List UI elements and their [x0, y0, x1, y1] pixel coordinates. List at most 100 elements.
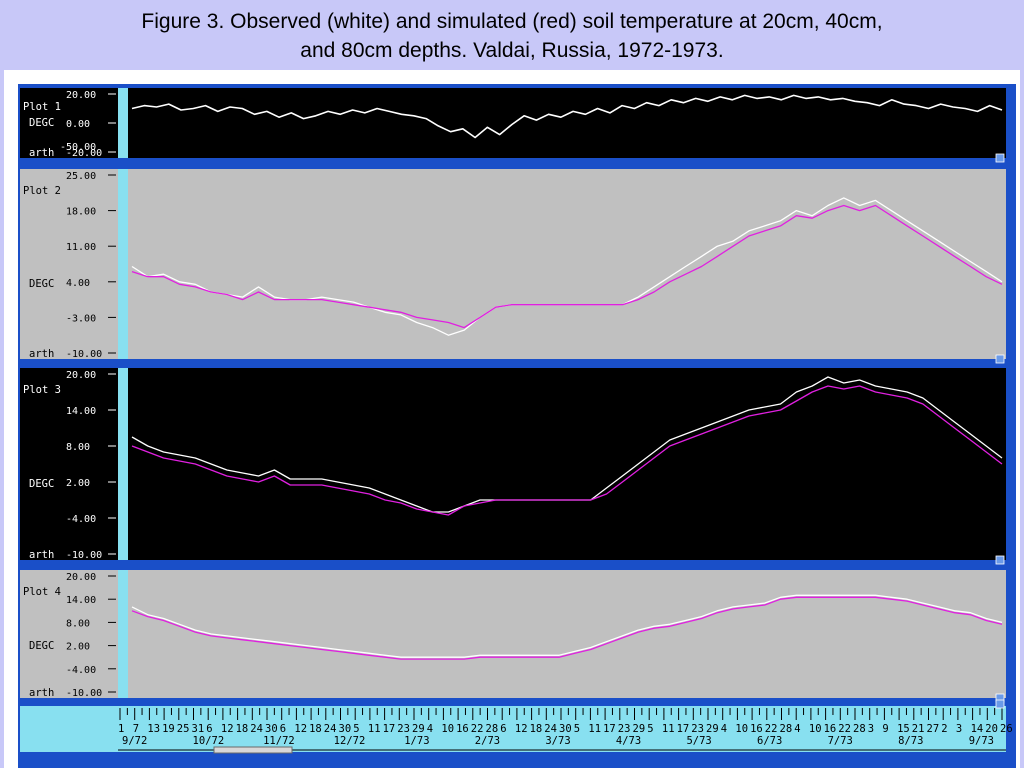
plot4-footer: arth — [29, 687, 54, 699]
plot2-name: Plot 2 — [23, 185, 61, 197]
plot3-cursor-strip[interactable] — [118, 368, 128, 560]
xaxis-day-label: 3 — [956, 723, 962, 735]
plot3-series-simulated — [131, 385, 1003, 516]
plot2-plot-area — [128, 169, 1006, 359]
xaxis-day-label: 18 — [530, 723, 543, 735]
xaxis-day-label: 5 — [574, 723, 580, 735]
plot2-ytick-label: 18.00 — [66, 207, 96, 218]
xaxis-month-label: 12/72 — [334, 735, 366, 747]
plot1-ytick-label: 0.00 — [66, 119, 90, 130]
xaxis-day-label: 7 — [133, 723, 139, 735]
plots-svg: Plot 1 DEGC arth 20.00 0.00 -20.00-50.00 Plot … — [20, 88, 1013, 754]
xaxis-day-label: 25 — [177, 723, 190, 735]
plot3-name: Plot 3 — [23, 384, 61, 396]
caption-line-1: Figure 3. Observed (white) and simulated… — [141, 10, 883, 33]
xaxis-day-label: 24 — [250, 723, 263, 735]
xaxis-day-label: 23 — [618, 723, 631, 735]
xaxis-day-label: 10 — [809, 723, 822, 735]
plot2-series-simulated — [131, 204, 1003, 329]
plot2-label-area — [20, 169, 118, 359]
xaxis-day-label: 27 — [927, 723, 940, 735]
xaxis-day-label: 30 — [265, 723, 278, 735]
xaxis-day-label: 31 — [192, 723, 205, 735]
xaxis-day-label: 2 — [941, 723, 947, 735]
plot3-ytick-label: 2.00 — [66, 478, 90, 489]
plot4-ytick-label: 20.00 — [66, 572, 96, 583]
xaxis-day-label: 6 — [206, 723, 212, 735]
xaxis-day-label: 28 — [486, 723, 499, 735]
plot2-ytick-label: -3.00 — [66, 313, 96, 324]
xaxis-day-label: 28 — [853, 723, 866, 735]
xaxis-day-label: 6 — [500, 723, 506, 735]
plot2-ytick-label: 4.00 — [66, 278, 90, 289]
xaxis-resize-handle[interactable] — [995, 699, 1005, 709]
plot4-series-simulated — [131, 596, 1003, 660]
plot4-name: Plot 4 — [23, 586, 61, 598]
xaxis-day-label: 28 — [780, 723, 793, 735]
plot3-ytick-label: 14.00 — [66, 406, 96, 417]
plot3-ytick-label: 8.00 — [66, 442, 90, 453]
xaxis-day-label: 3 — [868, 723, 874, 735]
xaxis-day-label: 4 — [427, 723, 433, 735]
xaxis-day-label: 22 — [765, 723, 778, 735]
plot4-series-observed — [131, 594, 1003, 658]
xaxis-label-area — [20, 706, 118, 752]
xaxis-month-label: 3/73 — [545, 735, 570, 747]
plot4-label-area — [20, 570, 118, 698]
xaxis-day-label: 16 — [750, 723, 763, 735]
xaxis-day-label: 4 — [721, 723, 727, 735]
plot4-units: DEGC — [29, 640, 54, 652]
xaxis-month-label: 9/73 — [969, 735, 994, 747]
xaxis-day-label: 18 — [236, 723, 249, 735]
xaxis-day-label: 11 — [368, 723, 381, 735]
xaxis-month-label: 10/72 — [193, 735, 225, 747]
xaxis-day-label: 11 — [588, 723, 601, 735]
xaxis-day-label: 16 — [456, 723, 469, 735]
xaxis-day-label: 15 — [897, 723, 910, 735]
plot3-footer: arth — [29, 549, 54, 561]
plot1-cursor-strip[interactable] — [118, 88, 128, 158]
plot4-cursor-strip[interactable] — [118, 570, 128, 698]
plot3-ytick-label: -10.00 — [66, 550, 102, 561]
plot3-label-area — [20, 368, 118, 560]
xaxis-day-label: 12 — [515, 723, 528, 735]
plot3-plot-area — [128, 368, 1006, 560]
plot3-resize-handle[interactable] — [995, 555, 1005, 565]
plot2-ytick-label: 11.00 — [66, 242, 96, 253]
xaxis-day-label: 17 — [383, 723, 396, 735]
xaxis-day-label: 30 — [339, 723, 352, 735]
xaxis-day-label: 17 — [603, 723, 616, 735]
xaxis-day-label: 5 — [647, 723, 653, 735]
xaxis-month-label: 7/73 — [828, 735, 853, 747]
xaxis-day-label: 6 — [280, 723, 286, 735]
plot2-cursor-strip[interactable] — [118, 169, 128, 359]
xaxis-day-label: 12 — [294, 723, 307, 735]
xaxis-month-label: 4/73 — [616, 735, 641, 747]
xaxis-day-label: 23 — [691, 723, 704, 735]
xaxis-day-label: 1 — [118, 723, 124, 735]
xaxis-day-label: 4 — [794, 723, 800, 735]
plot4-ytick-label: 8.00 — [66, 618, 90, 629]
plot4-plot-area — [128, 570, 1006, 698]
xaxis-day-label: 12 — [221, 723, 234, 735]
plot1-name: Plot 1 — [23, 101, 61, 113]
hscroll-thumb[interactable] — [213, 746, 293, 754]
figure-caption: Figure 3. Observed (white) and simulated… — [0, 0, 1024, 70]
xaxis-day-label: 21 — [912, 723, 925, 735]
xaxis-area — [118, 706, 1006, 752]
plot1-series-observed — [131, 94, 1003, 139]
xaxis-day-label: 29 — [706, 723, 719, 735]
plot4-ytick-label: 2.00 — [66, 642, 90, 653]
plot4-ytick-label: 14.00 — [66, 595, 96, 606]
xaxis-day-label: 22 — [838, 723, 851, 735]
xaxis-day-label: 14 — [971, 723, 984, 735]
plot3-ytick-label: -4.00 — [66, 514, 96, 525]
plot1-resize-handle[interactable] — [995, 153, 1005, 163]
xaxis-day-label: 19 — [162, 723, 175, 735]
plot4-ytick-label: -10.00 — [66, 688, 102, 699]
xaxis-day-label: 18 — [309, 723, 322, 735]
xaxis-day-label: 24 — [544, 723, 557, 735]
plot2-resize-handle[interactable] — [995, 354, 1005, 364]
xaxis-month-label: 6/73 — [757, 735, 782, 747]
xaxis-day-label: 9 — [882, 723, 888, 735]
